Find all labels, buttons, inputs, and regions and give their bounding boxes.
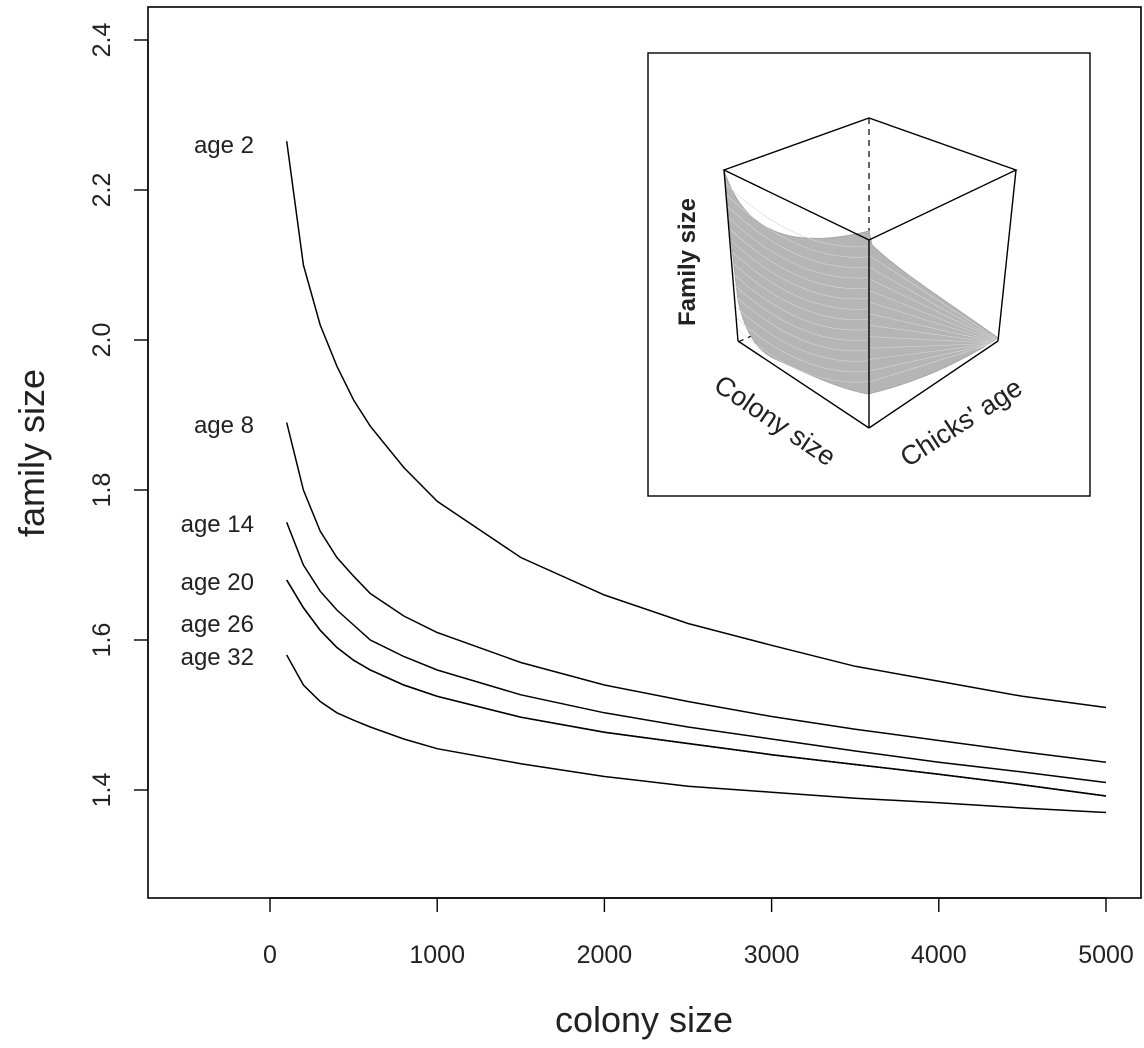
mesh-line <box>727 216 869 279</box>
y-axis-title: family size <box>11 369 52 537</box>
mesh-line <box>729 238 869 300</box>
mesh-line <box>726 205 869 268</box>
mesh-line <box>734 294 869 352</box>
x-tick-label: 0 <box>263 941 277 969</box>
y-tick-label: 1.6 <box>88 623 116 658</box>
y-tick-label: 2.2 <box>88 173 116 208</box>
series-line <box>286 579 1107 797</box>
series-line <box>286 579 1107 797</box>
series-line <box>285 141 1107 709</box>
mesh-line <box>725 194 869 258</box>
mesh-line <box>732 272 869 331</box>
x-axis: 0 1000 2000 3000 4000 5000 <box>263 897 1134 969</box>
mesh-line <box>870 267 997 340</box>
series-label: age 26 <box>181 611 254 638</box>
mesh-line <box>736 328 869 383</box>
y-tick-label: 1.4 <box>88 773 116 808</box>
mesh-line <box>869 336 991 344</box>
mesh-line <box>868 345 987 383</box>
inset-surface-plot: Family size Colony size Chicks' age <box>647 52 1091 497</box>
series-label: age 8 <box>194 412 254 439</box>
mesh-line <box>869 302 994 342</box>
x-tick-label: 1000 <box>409 941 465 969</box>
y-tick-label: 2.4 <box>88 23 116 58</box>
mesh-line <box>869 313 993 342</box>
mesh-line <box>730 250 869 310</box>
x-tick-label: 3000 <box>744 941 800 969</box>
series-label: age 32 <box>181 644 254 671</box>
series-label: age 2 <box>194 132 254 159</box>
inset-z-label: Family size <box>674 198 701 326</box>
mesh-line <box>731 261 869 321</box>
mesh-line <box>728 227 869 289</box>
mesh-line <box>870 279 996 341</box>
y-tick-label: 1.8 <box>88 473 116 508</box>
mesh-line <box>869 290 995 341</box>
mesh-line <box>870 256 998 339</box>
series-line <box>286 654 1107 814</box>
mesh-line <box>868 343 990 349</box>
mesh-line <box>868 343 989 360</box>
mesh-line <box>724 182 869 248</box>
y-tick-label: 2.0 <box>88 323 116 358</box>
inset-surface-mesh <box>724 182 998 383</box>
series-lines <box>285 141 1107 814</box>
x-axis-title: colony size <box>555 999 733 1040</box>
x-tick-label: 4000 <box>911 941 967 969</box>
mesh-line <box>735 317 869 373</box>
series-label: age 14 <box>181 511 254 538</box>
series-labels: age 2 age 8 age 14 age 20 age 26 age 32 <box>181 132 254 671</box>
y-axis: 1.4 1.6 1.8 2.0 2.2 2.4 <box>88 23 149 808</box>
series-line <box>286 522 1107 784</box>
inset-surface <box>723 169 999 395</box>
series-label: age 20 <box>181 569 254 596</box>
mesh-line <box>733 283 869 341</box>
mesh-line <box>869 324 992 343</box>
inset-box-front-edges <box>722 117 1018 429</box>
mesh-line <box>734 306 869 362</box>
x-tick-label: 5000 <box>1078 941 1134 969</box>
mesh-line <box>868 344 988 372</box>
x-tick-label: 2000 <box>577 941 633 969</box>
series-line <box>285 422 1107 763</box>
